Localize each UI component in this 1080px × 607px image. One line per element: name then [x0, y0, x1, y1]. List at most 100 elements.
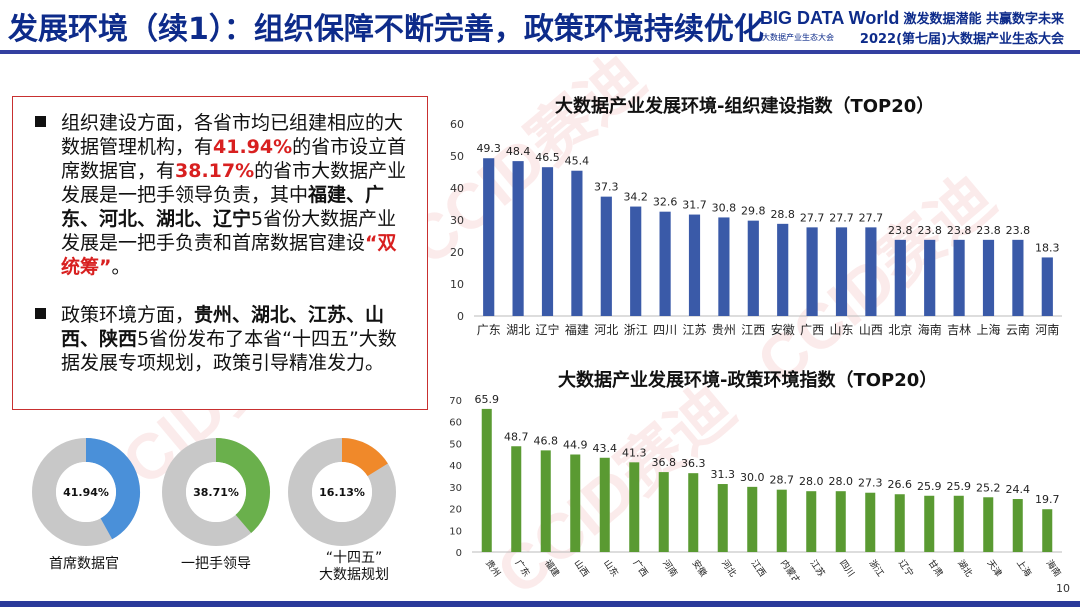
- data-label: 23.8: [888, 224, 913, 237]
- y-tick-label: 70: [449, 396, 462, 407]
- conference-slogan: 激发数据潜能 共赢数字未来 2022(第七届)大数据产业生态大会: [858, 6, 1074, 46]
- org-index-bar-chart: 010203040506049.3广东48.4湖北46.5辽宁45.4福建37.…: [440, 112, 1072, 352]
- data-label: 36.3: [681, 457, 706, 470]
- donut-2: 16.13%: [300, 450, 384, 534]
- bar: [541, 450, 551, 552]
- logo-sub-text: 大数据产业生态大会: [762, 32, 834, 43]
- x-tick-label: 海南: [918, 322, 942, 337]
- y-tick-label: 0: [457, 310, 464, 323]
- data-label: 27.3: [858, 477, 883, 490]
- y-tick-label: 10: [449, 526, 462, 537]
- data-label: 28.8: [770, 208, 795, 221]
- bar: [983, 240, 994, 316]
- x-tick-label: 辽宁: [535, 322, 559, 337]
- header-divider: [0, 50, 1080, 54]
- bar: [836, 491, 846, 552]
- x-tick-label: 湖北: [955, 558, 974, 579]
- donut-1: 38.71%: [174, 450, 258, 534]
- x-tick-label: 广西: [800, 323, 824, 337]
- data-label: 25.9: [947, 480, 972, 493]
- data-label: 43.4: [593, 442, 618, 455]
- policy-chart-title: 大数据产业发展环境-政策环境指数（TOP20）: [558, 366, 937, 392]
- x-tick-label: 河北: [719, 557, 739, 579]
- y-tick-label: 50: [450, 150, 464, 163]
- bar: [777, 490, 787, 552]
- donut-percent-label: 16.13%: [319, 486, 365, 499]
- bar: [571, 171, 582, 316]
- x-tick-label: 浙江: [867, 557, 887, 579]
- x-tick-label: 山西: [572, 558, 591, 579]
- bar: [483, 158, 494, 316]
- data-label: 27.7: [829, 211, 854, 224]
- square-bullet-icon: [35, 308, 46, 319]
- bar: [924, 240, 935, 316]
- data-label: 19.7: [1035, 493, 1060, 506]
- donut-percent-label: 38.71%: [193, 486, 239, 499]
- donut-label-plan: “十四五” 大数据规划: [284, 550, 424, 584]
- x-tick-label: 江西: [741, 323, 765, 337]
- data-label: 26.6: [888, 478, 913, 491]
- bar: [807, 227, 818, 316]
- bullet-policy-text: 政策环境方面，贵州、湖北、江苏、山西、陕西5省份发布了本省“十四五”大数据发展专…: [61, 303, 411, 375]
- x-tick-label: 江苏: [682, 323, 706, 337]
- x-tick-label: 辽宁: [896, 557, 916, 579]
- data-label: 23.8: [1006, 224, 1031, 237]
- y-tick-label: 20: [449, 505, 462, 516]
- bar: [718, 484, 728, 552]
- bar: [600, 458, 610, 552]
- bar: [954, 240, 965, 316]
- bar: [601, 197, 612, 316]
- x-tick-label: 河南: [1035, 322, 1059, 337]
- bar: [542, 167, 553, 316]
- data-label: 28.0: [829, 475, 854, 488]
- bar: [511, 446, 521, 552]
- bigdata-world-logo: BIG DATA World 大数据产业生态大会: [760, 6, 855, 44]
- bar: [1042, 257, 1053, 316]
- x-tick-label: 甘肃: [926, 557, 946, 579]
- data-label: 25.2: [976, 481, 1001, 494]
- square-bullet-icon: [35, 116, 46, 127]
- bar: [895, 494, 905, 552]
- data-label: 46.8: [534, 434, 559, 447]
- x-tick-label: 山东: [601, 557, 621, 579]
- bar: [659, 472, 669, 552]
- y-tick-label: 40: [450, 182, 464, 195]
- slogan-line-2: 2022(第七届)大数据产业生态大会: [860, 28, 1064, 47]
- data-label: 30.8: [712, 201, 737, 214]
- x-tick-label: 广东: [477, 323, 501, 337]
- data-label: 37.3: [594, 181, 619, 194]
- policy-index-bar-chart: 010203040506070 65.9贵州48.7广东46.8福建44.9山西4…: [440, 390, 1072, 580]
- data-label: 65.9: [475, 393, 500, 406]
- summary-text-box: 组织建设方面，各省市均已组建相应的大数据管理机构，有41.94%的省市设立首席数…: [12, 96, 428, 410]
- page-number: 10: [1056, 582, 1070, 595]
- bar: [630, 207, 641, 316]
- data-label: 28.7: [770, 474, 795, 487]
- bar: [1012, 240, 1023, 316]
- footer-divider: [0, 601, 1080, 607]
- donut-0: 41.94%: [44, 450, 128, 534]
- donut-label-leader: 一把手领导: [146, 556, 286, 573]
- data-label: 49.3: [476, 142, 501, 155]
- x-tick-label: 安徽: [690, 557, 710, 579]
- bar: [689, 215, 700, 316]
- x-tick-label: 山东: [829, 323, 853, 337]
- data-label: 28.0: [799, 475, 824, 488]
- y-tick-label: 40: [449, 461, 462, 472]
- bar: [836, 227, 847, 316]
- data-label: 46.5: [535, 151, 560, 164]
- bar: [1042, 509, 1052, 552]
- x-tick-label: 内蒙古: [778, 557, 803, 580]
- x-tick-label: 贵州: [712, 323, 736, 337]
- y-tick-label: 0: [456, 548, 462, 559]
- x-tick-label: 贵州: [483, 557, 503, 579]
- data-label: 45.4: [565, 155, 590, 168]
- y-tick-label: 10: [450, 278, 464, 291]
- y-tick-label: 60: [449, 418, 462, 429]
- bar: [865, 227, 876, 316]
- x-tick-label: 福建: [542, 557, 562, 579]
- data-label: 36.8: [652, 456, 677, 469]
- data-label: 32.6: [653, 196, 678, 209]
- x-tick-label: 北京: [888, 323, 912, 337]
- donut-label-cdo: 首席数据官: [14, 556, 154, 573]
- bar: [513, 161, 524, 316]
